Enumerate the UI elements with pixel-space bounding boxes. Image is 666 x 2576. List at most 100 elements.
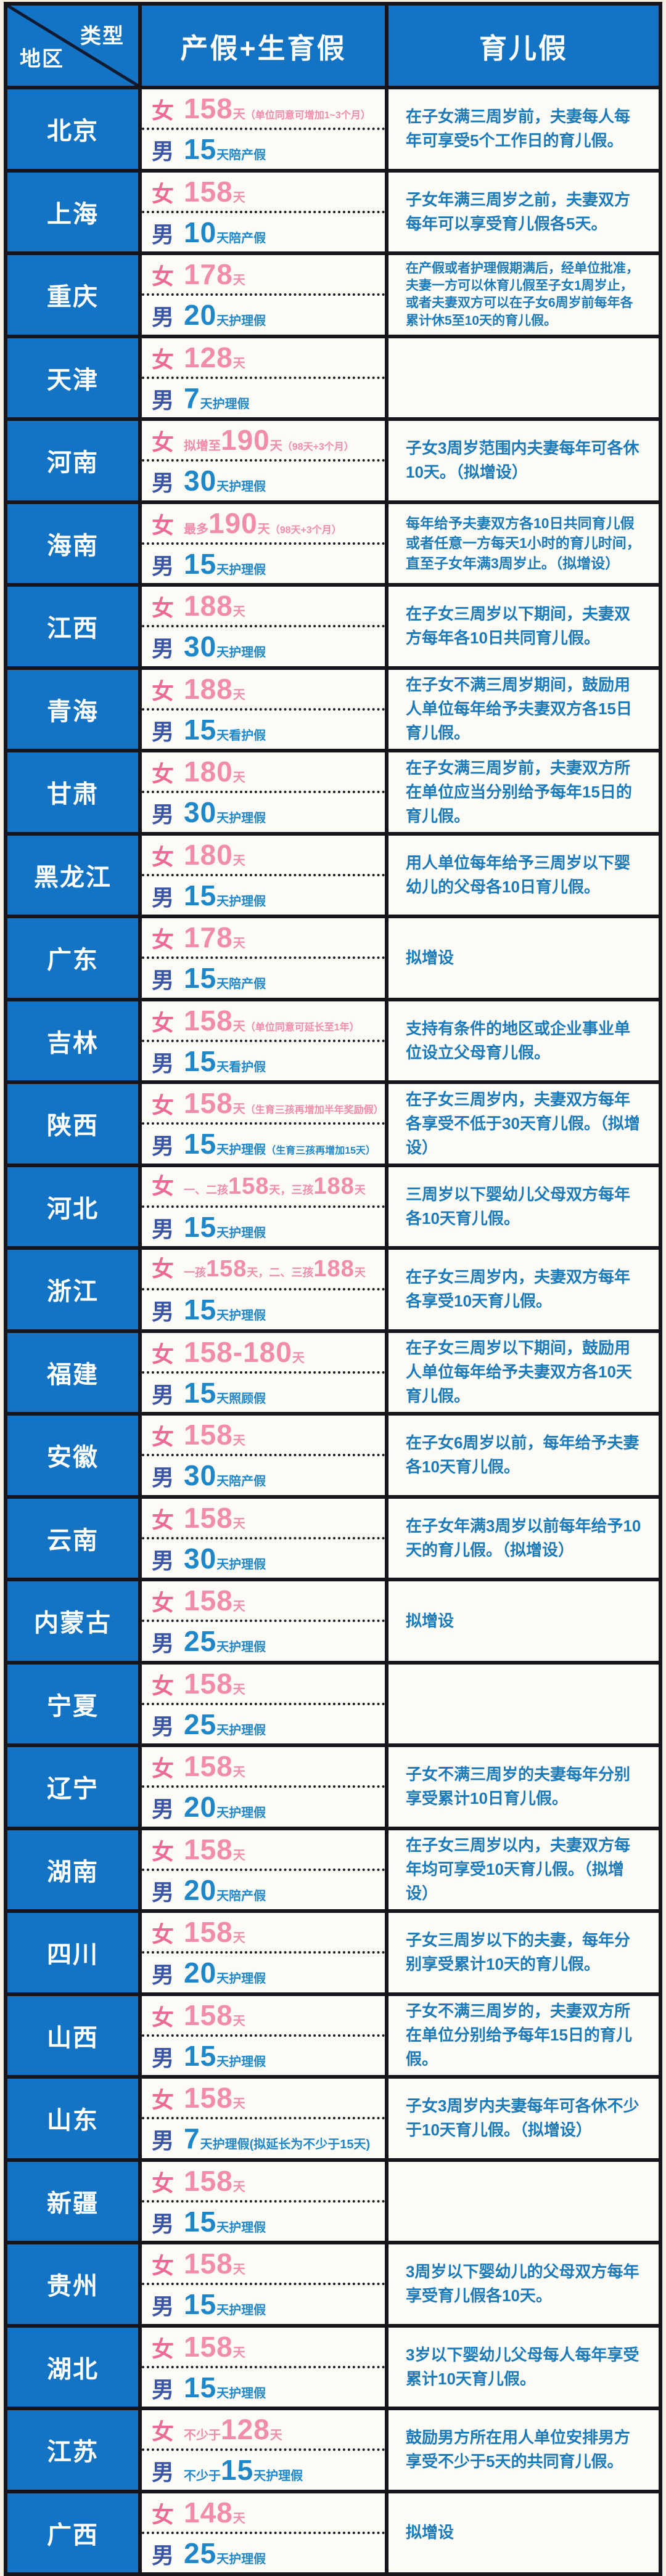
maternity-leave-cell: 女 188天男 15天看护假: [142, 669, 385, 749]
male-leave-line: 男 7天护理假(拟延长为不少于15天): [142, 2119, 385, 2158]
leave-segment: 天看护假: [216, 728, 266, 743]
male-label: 男: [152, 139, 175, 165]
maternity-leave-cell: 女 158天男 15天护理假: [142, 2161, 385, 2241]
maternity-leave-cell: 女拟增至190天（98天+3个月） 男 30天护理假: [142, 421, 385, 500]
leave-segment: 180: [184, 756, 233, 788]
leave-segment: 25: [184, 2537, 217, 2569]
region-cell: 广西: [7, 2493, 138, 2572]
dotted-divider: [142, 1536, 385, 1539]
female-leave-line: 女 158天: [142, 1747, 385, 1785]
dotted-divider: [142, 791, 385, 794]
leave-segment: 天: [232, 2346, 245, 2360]
dotted-divider: [142, 956, 385, 960]
leave-segment: 天: [232, 1019, 245, 1033]
leave-segment: 20: [184, 1791, 217, 1824]
female-leave-line: 女 158天（单位同意可增加1~3个月）: [142, 89, 385, 128]
female-leave-line: 女不少于128天: [142, 2410, 385, 2448]
region-name: 海南: [47, 532, 99, 560]
leave-segment: 128: [184, 341, 233, 373]
parental-leave-text: 子女3周岁范围内夫妻每年可各休10天。（拟增设）: [406, 439, 639, 482]
female-label: 女: [152, 1838, 175, 1864]
leave-segment: 天照顾假: [216, 1392, 266, 1406]
leave-segment: 天护理假: [216, 1143, 266, 1157]
female-leave-line: 女最多190天（98天+3个月）: [142, 504, 385, 542]
leave-segment: 158: [206, 1256, 247, 1282]
leave-segment: 天: [354, 1183, 366, 1196]
female-label: 女: [152, 2004, 175, 2030]
female-label: 女: [152, 927, 175, 953]
leave-segment: 天护理假: [216, 1806, 266, 1820]
leave-segment: 188: [313, 1256, 355, 1282]
leave-segment: 158: [184, 175, 233, 208]
maternity-leave-cell: 女 158天男 7天护理假(拟延长为不少于15天): [142, 2079, 385, 2158]
male-label: 男: [152, 1299, 175, 1325]
maternity-leave-cell: 女 180天男 15天护理假: [142, 835, 385, 915]
leave-segment: （单位同意可延长至1年）: [245, 1022, 360, 1033]
leave-segment: 30: [184, 630, 217, 663]
leave-segment: 188: [313, 1173, 355, 1199]
region-cell: 天津: [7, 338, 138, 417]
leave-segment: 天护理假: [216, 1309, 266, 1323]
parental-leave-text: 子女年满三周岁之前，夫妻双方每年可以享受育儿假各5天。: [406, 190, 631, 233]
male-leave-line: 男 15天护理假: [142, 2368, 385, 2407]
maternity-leave-cell: 女 158天男 30天陪产假: [142, 1416, 385, 1495]
leave-segment: 天护理假: [216, 1557, 266, 1571]
male-leave-line: 男 15天护理假: [142, 2285, 385, 2323]
male-label: 男: [152, 1962, 175, 1988]
parental-leave-cell: 子女不满三周岁的夫妻每年分别享受累计10日育儿假。: [388, 1747, 659, 1827]
leave-segment: 天护理假: [216, 2220, 266, 2235]
male-label: 男: [152, 1547, 175, 1573]
female-leave-line: 女 158天: [142, 1996, 385, 2034]
region-cell: 甘肃: [7, 752, 138, 832]
leave-segment: （单位同意可增加1~3个月）: [245, 110, 371, 121]
parental-leave-text: 拟增设: [406, 1611, 454, 1630]
maternity-leave-cell: 女 158天男 15天护理假: [142, 2327, 385, 2407]
parental-leave-cell: [388, 338, 659, 417]
leave-segment: 30: [184, 1542, 217, 1575]
leave-segment: 15: [184, 1045, 217, 1077]
parental-leave-cell: [388, 2161, 659, 2241]
maternity-leave-cell: 女一、二孩158天，三孩188天男 15天护理假: [142, 1167, 385, 1246]
parental-leave-cell: 3岁以下婴幼儿父母每人每年享受累计10天育儿假。: [388, 2327, 659, 2407]
parental-leave-cell: 支持有条件的地区或企业事业单位设立父母育儿假。: [388, 1001, 659, 1080]
leave-segment: 158: [184, 1999, 233, 2031]
dotted-divider: [142, 2448, 385, 2452]
maternity-leave-cell: 女 158天（单位同意可增加1~3个月） 男 15天陪产假: [142, 89, 385, 169]
leave-segment: 158: [184, 1667, 233, 1700]
female-label: 女: [152, 1673, 175, 1698]
corner-region-label: 地区: [20, 47, 64, 71]
male-leave-line: 男 15天护理假: [142, 2037, 385, 2075]
dotted-divider: [142, 2117, 385, 2120]
region-cell: 河南: [7, 421, 138, 500]
leave-segment: 158: [184, 92, 233, 125]
female-label: 女: [152, 1922, 175, 1947]
leave-segment: 天看护假: [216, 1060, 266, 1074]
leave-segment: 30: [184, 1459, 217, 1492]
leave-segment: 158: [184, 1501, 233, 1534]
male-leave-line: 男 15天护理假: [142, 2203, 385, 2241]
parental-leave-cell: 用人单位每年给予三周岁以下婴幼儿的父母各10日育儿假。: [388, 835, 659, 915]
leave-segment: 天护理假: [216, 314, 266, 328]
parental-leave-cell: 在子女年满3周岁以前每年给予10天的育儿假。（拟增设）: [388, 1498, 659, 1578]
region-cell: 江苏: [7, 2410, 138, 2490]
female-leave-line: 女 158-180天: [142, 1333, 385, 1371]
region-cell: 青海: [7, 669, 138, 749]
leave-segment: 天: [232, 356, 245, 370]
female-leave-line: 女 158天: [142, 2162, 385, 2200]
male-label: 男: [152, 1879, 175, 1905]
female-leave-line: 女 158天: [142, 1830, 385, 1869]
female-leave-line: 女 158天: [142, 2079, 385, 2117]
dotted-divider: [142, 873, 385, 876]
leave-segment: 天: [232, 605, 245, 619]
male-leave-line: 男 10天陪产假: [142, 213, 385, 251]
female-label: 女: [152, 2419, 175, 2445]
parental-leave-cell: 3周岁以下婴幼儿的父母双方每年享受育儿假各10天。: [388, 2244, 659, 2324]
leave-segment: 148: [184, 2496, 233, 2529]
leave-segment: 天护理假: [216, 1972, 266, 1986]
dotted-divider: [142, 210, 385, 213]
male-leave-line: 男 25天护理假: [142, 1622, 385, 1660]
parental-leave-cell: 子女年满三周岁之前，夫妻双方每年可以享受育儿假各5天。: [388, 172, 659, 251]
female-label: 女: [152, 181, 175, 206]
leave-segment: 158-180: [184, 1335, 292, 1368]
leave-segment: 一、二孩: [184, 1183, 229, 1196]
